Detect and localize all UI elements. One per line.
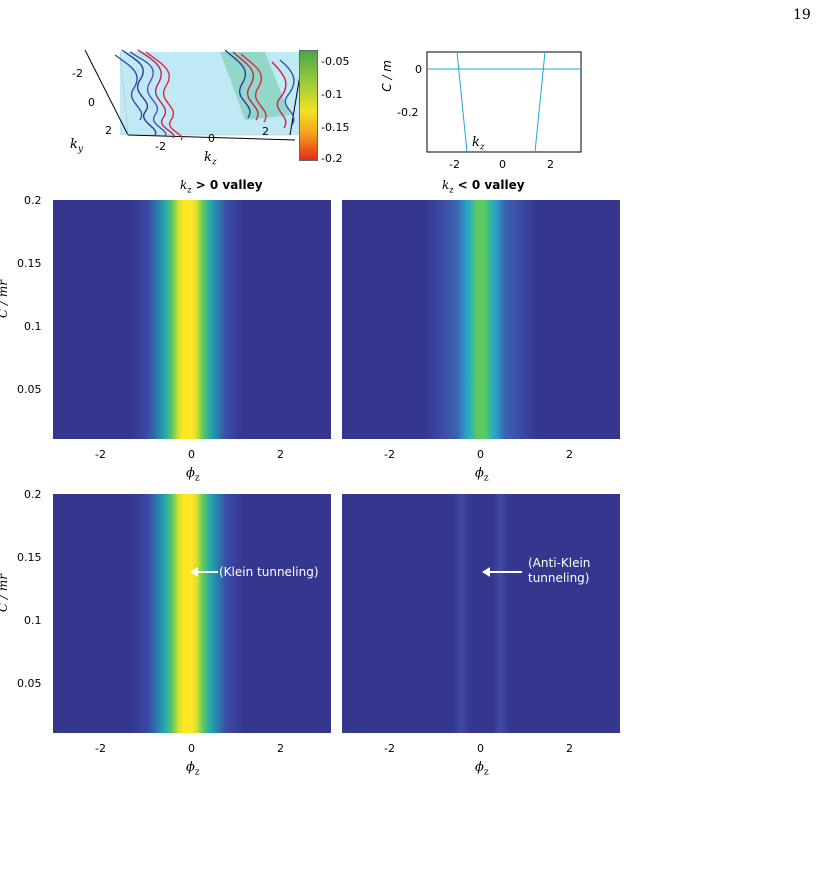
- kz-tick: 0: [208, 132, 215, 145]
- x-axis-label: ϕz: [186, 760, 200, 778]
- x-tick: 2: [547, 158, 554, 170]
- y-tick: 0.15: [17, 257, 42, 270]
- heatmap-bottom-right: [342, 494, 620, 733]
- x-tick: 0: [188, 742, 195, 755]
- x-tick: 2: [277, 742, 284, 755]
- ky-label: ky: [70, 137, 83, 155]
- heatmap-top-left: [53, 200, 331, 439]
- x-tick: -2: [95, 742, 106, 755]
- x-tick: -2: [384, 742, 395, 755]
- klein-annotation: (Klein tunneling): [219, 565, 319, 579]
- axis-edge: [84, 49, 129, 136]
- panel-title-left: kz > 0 valley: [180, 178, 263, 195]
- y-tick: 0: [415, 63, 422, 76]
- y-axis-label-top: C / mr: [0, 280, 10, 318]
- ky-tick: -2: [72, 67, 83, 80]
- helix-curve: [121, 49, 157, 136]
- top-line-plot: 0 -0.2 -2 0 2 C / m: [380, 51, 582, 170]
- anti-klein-line-1: (Anti-Klein: [528, 556, 591, 570]
- y-tick: 0.1: [24, 614, 42, 627]
- axis-edge: [127, 134, 296, 141]
- anti-klein-arrow: [482, 567, 522, 577]
- axis-edge: [119, 51, 129, 136]
- x-axis-label: ϕz: [475, 466, 489, 484]
- colorbar-tick: -0.15: [321, 121, 350, 134]
- helix-curve: [145, 51, 183, 141]
- x-tick: 0: [188, 448, 195, 461]
- x-tick: 2: [566, 448, 573, 461]
- ky-tick: 0: [88, 96, 95, 109]
- heatmap-top-right: [342, 200, 620, 439]
- klein-arrow: [190, 567, 218, 577]
- y-axis-label-bottom: C / mr: [0, 574, 10, 612]
- panel-title-right: kz < 0 valley: [442, 178, 525, 195]
- band-line-right: [534, 51, 546, 153]
- kz-label-small: kz: [472, 135, 485, 153]
- ky-tick: 2: [105, 124, 112, 137]
- helix-curve: [224, 49, 251, 119]
- x-tick: 0: [477, 742, 484, 755]
- colorbar-tick: -0.05: [321, 55, 350, 68]
- axis-edge: [289, 74, 301, 136]
- page-number: 19: [793, 7, 811, 23]
- helix-curve: [232, 51, 259, 121]
- x-tick: 2: [277, 448, 284, 461]
- y-tick: 0.2: [24, 488, 42, 501]
- y-axis-label: C / m: [380, 60, 394, 92]
- y-tick: 0.2: [24, 194, 42, 207]
- helix-curve: [279, 59, 295, 126]
- x-tick: 0: [477, 448, 484, 461]
- x-tick: 2: [566, 742, 573, 755]
- green-surface: [220, 52, 290, 120]
- helix-curve: [240, 53, 267, 123]
- x-tick: -2: [95, 448, 106, 461]
- x-tick: -2: [449, 158, 460, 170]
- top-3d-plot: -2 0 2 -2 0 2: [72, 49, 305, 153]
- x-tick: -2: [384, 448, 395, 461]
- helix-curve: [271, 61, 287, 129]
- band-line-left: [456, 51, 468, 153]
- x-axis-label: ϕz: [475, 760, 489, 778]
- helix-curve: [129, 51, 167, 137]
- helix-curve: [114, 54, 143, 121]
- colorbar: [299, 50, 318, 161]
- y-tick: 0.05: [17, 383, 42, 396]
- colorbar-tick: -0.1: [321, 88, 343, 101]
- kz-label: kz: [204, 150, 217, 168]
- kz-tick: 2: [262, 125, 269, 138]
- y-tick: 0.05: [17, 677, 42, 690]
- anti-klein-line-2: tunneling): [528, 571, 590, 585]
- colorbar-tick: -0.2: [321, 152, 343, 165]
- heatmap-bottom-left: [53, 494, 331, 733]
- y-tick: 0.15: [17, 551, 42, 564]
- x-axis-label: ϕz: [186, 466, 200, 484]
- kz-tick: -2: [155, 140, 166, 153]
- y-tick: 0.1: [24, 320, 42, 333]
- anti-klein-annotation: (Anti-Klein tunneling): [528, 556, 590, 586]
- x-tick: 0: [499, 158, 506, 170]
- y-tick: -0.2: [397, 106, 418, 119]
- plot-frame: [426, 51, 582, 153]
- helix-curve: [137, 49, 175, 139]
